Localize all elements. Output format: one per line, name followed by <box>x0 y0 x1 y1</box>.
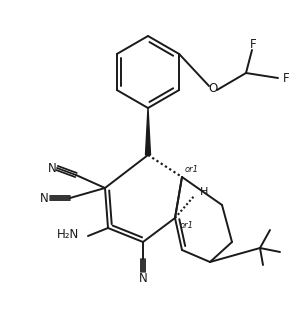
Text: O: O <box>208 82 217 94</box>
Text: F: F <box>250 39 256 52</box>
Text: or1: or1 <box>185 165 199 173</box>
Text: N: N <box>139 272 147 285</box>
Text: F: F <box>283 72 289 86</box>
Polygon shape <box>146 108 151 155</box>
Text: N: N <box>48 161 56 174</box>
Text: H₂N: H₂N <box>57 228 79 240</box>
Text: H: H <box>200 187 208 197</box>
Text: N: N <box>40 191 48 204</box>
Text: or1: or1 <box>180 222 194 230</box>
